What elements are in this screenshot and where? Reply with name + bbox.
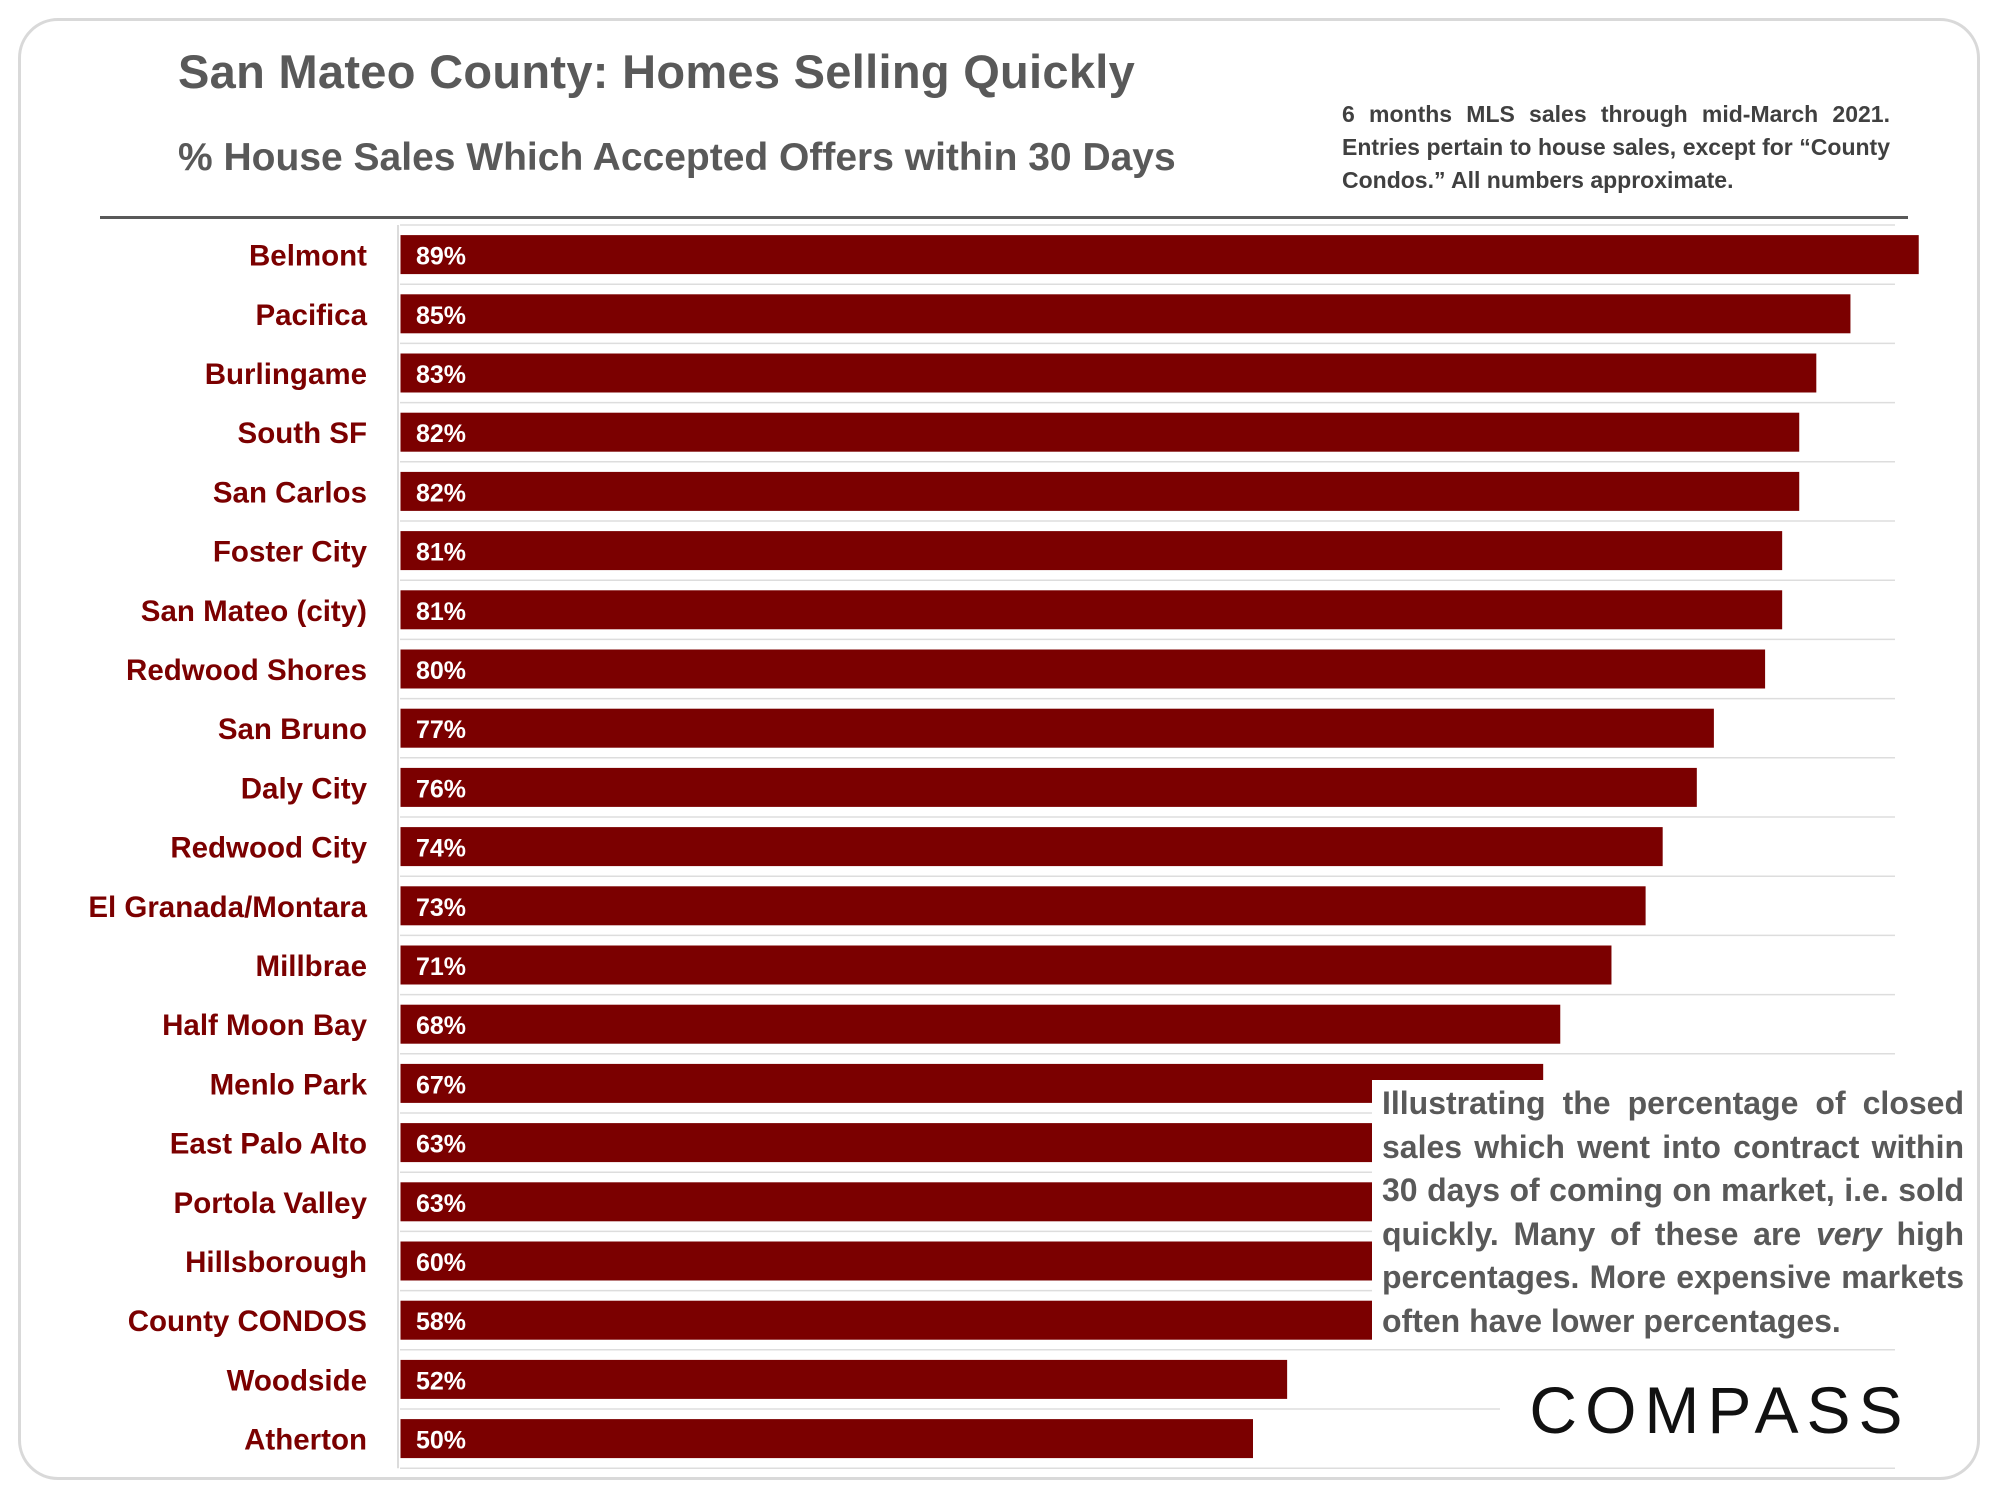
chart-subtitle: % House Sales Which Accepted Offers with… <box>178 136 1176 179</box>
bar-portola-valley <box>399 1181 1476 1223</box>
value-label: 67% <box>416 1071 466 1099</box>
bar-pacifica <box>399 293 1852 335</box>
category-label: Foster City <box>213 536 368 569</box>
source-note: 6 months MLS sales through mid-March 202… <box>1342 101 1890 193</box>
value-label: 82% <box>416 420 466 448</box>
bar-el-granada-montara <box>399 885 1647 927</box>
category-label: San Carlos <box>213 476 367 509</box>
value-label: 81% <box>416 598 466 626</box>
bars: Belmont 89% Pacifica 85% Burlingame 83% South … <box>88 234 1920 1460</box>
value-label: 60% <box>416 1249 466 1277</box>
bar-redwood-city <box>399 826 1664 868</box>
value-label: 63% <box>416 1190 466 1218</box>
description-emphasis: very <box>1815 1215 1882 1252</box>
description-text-2: high percentages. More expensive markets… <box>1382 1215 1965 1339</box>
category-label: San Bruno <box>218 713 367 746</box>
description-text-1: Illustrating the percentage of closed sa… <box>1382 1085 1964 1252</box>
category-label: East Palo Alto <box>170 1128 367 1161</box>
value-label: 58% <box>416 1308 466 1336</box>
category-label: Hillsborough <box>185 1246 367 1279</box>
chart-description: Illustrating the percentage of closed sa… <box>1372 1080 1970 1349</box>
bar-daly-city <box>399 766 1698 808</box>
category-label: South SF <box>238 417 367 450</box>
bar-san-mateo-city- <box>399 589 1784 631</box>
value-label: 71% <box>416 953 466 981</box>
value-label: 76% <box>416 775 466 803</box>
category-label: Daly City <box>241 772 368 805</box>
header-divider <box>100 216 1908 219</box>
category-label: Atherton <box>244 1424 367 1457</box>
bar-half-moon-bay <box>399 1003 1562 1045</box>
category-label: El Granada/Montara <box>88 891 367 924</box>
value-label: 83% <box>416 361 466 389</box>
bar-san-bruno <box>399 707 1715 749</box>
bar-atherton <box>399 1418 1254 1460</box>
value-label: 85% <box>416 302 466 330</box>
bar-redwood-shores <box>399 648 1767 690</box>
category-label: Redwood City <box>170 832 367 865</box>
bar-belmont <box>399 234 1920 276</box>
value-label: 63% <box>416 1131 466 1159</box>
category-label: Woodside <box>227 1364 367 1397</box>
category-label: Menlo Park <box>210 1068 368 1101</box>
bar-millbrae <box>399 944 1613 986</box>
value-label: 82% <box>416 479 466 507</box>
value-label: 68% <box>416 1012 466 1040</box>
value-label: 81% <box>416 539 466 567</box>
category-label: County CONDOS <box>128 1305 367 1338</box>
bar-woodside <box>399 1358 1289 1400</box>
value-label: 77% <box>416 716 466 744</box>
value-label: 74% <box>416 835 466 863</box>
value-label: 73% <box>416 894 466 922</box>
bar-hillsborough <box>399 1240 1425 1282</box>
category-label: San Mateo (city) <box>141 595 367 628</box>
category-label: Burlingame <box>205 358 367 391</box>
bar-foster-city <box>399 530 1784 572</box>
value-label: 52% <box>416 1367 466 1395</box>
value-label: 89% <box>416 243 466 271</box>
category-label: Millbrae <box>256 950 367 983</box>
chart-title: San Mateo County: Homes Selling Quickly <box>178 45 1136 98</box>
category-label: Belmont <box>249 240 367 273</box>
category-label: Half Moon Bay <box>162 1009 367 1042</box>
bar-burlingame <box>399 352 1818 394</box>
bar-county-condos <box>399 1299 1391 1341</box>
bar-san-carlos <box>399 470 1801 512</box>
value-label: 50% <box>416 1427 466 1455</box>
gridlines <box>400 224 1895 1469</box>
compass-logo: COMPASS <box>1500 1370 1940 1450</box>
value-label: 80% <box>416 657 466 685</box>
bar-south-sf <box>399 411 1801 453</box>
bar-east-palo-alto <box>399 1122 1476 1164</box>
category-label: Portola Valley <box>174 1187 368 1220</box>
category-label: Pacifica <box>255 299 367 332</box>
category-label: Redwood Shores <box>126 654 367 687</box>
